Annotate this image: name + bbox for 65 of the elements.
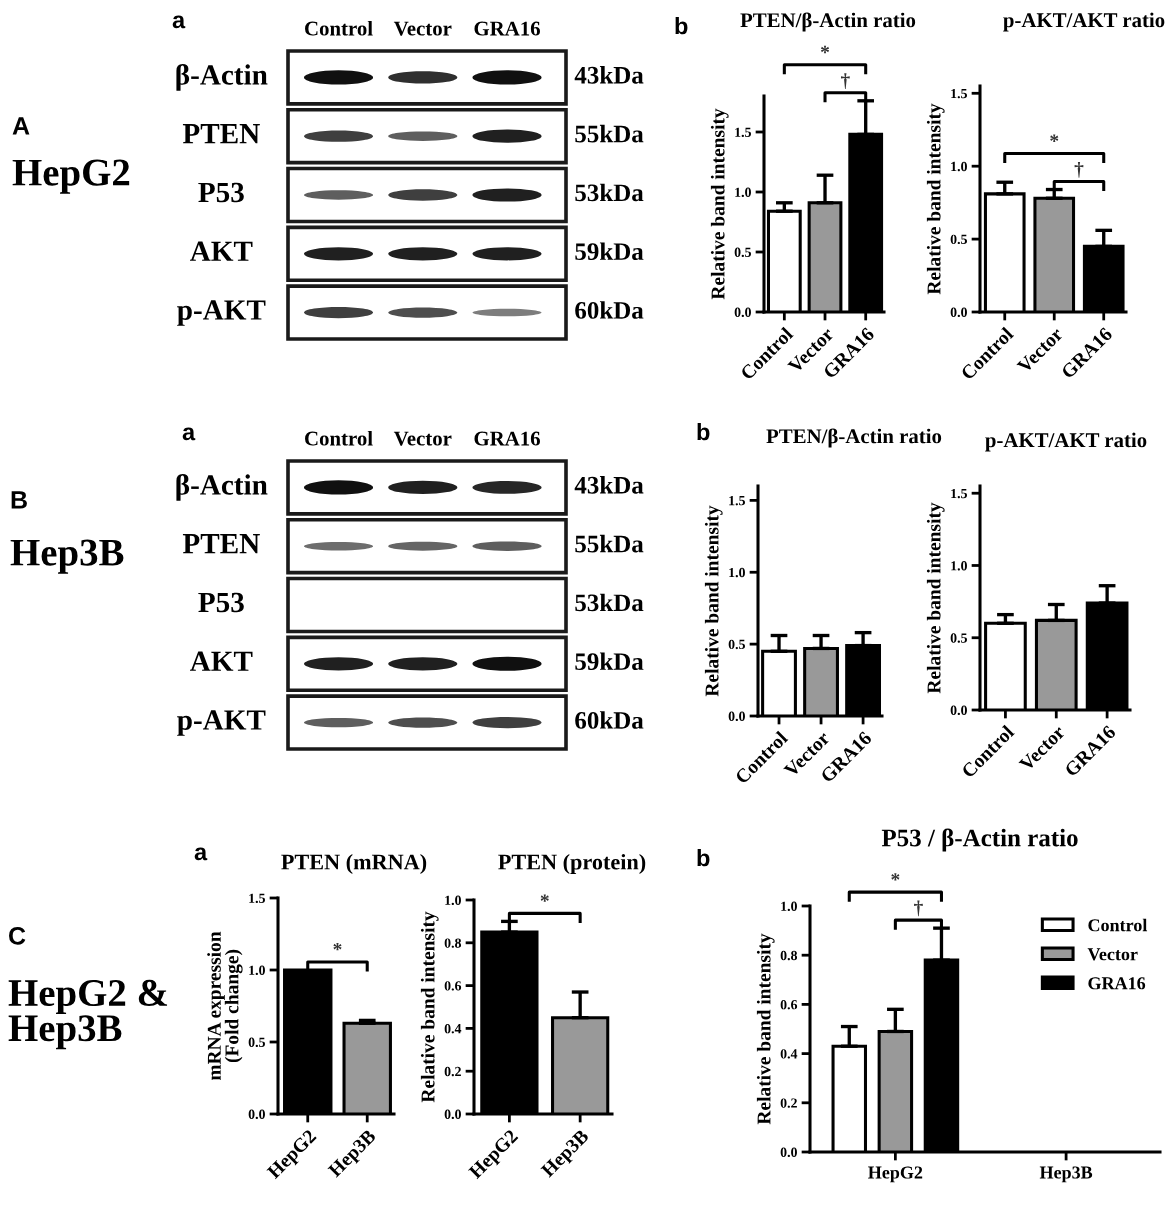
category-label: Vector [393,21,452,36]
y-axis-title: Relative band intensity [756,933,775,1125]
category-label: 60kDa [575,301,644,319]
category-label: Control [305,430,373,446]
chart-title: p-AKT/AKT ratio [1003,12,1165,32]
category-label: β-Actin [176,64,268,91]
category-label: AKT [190,241,253,261]
category-label: Vector [393,431,452,446]
category-label: 59kDa [575,652,644,671]
annotation: † [1074,161,1084,178]
text: b [697,848,710,867]
y-axis-title: Relative band intensity [926,103,945,295]
chart-title: p-AKT/AKT ratio [985,432,1147,452]
category-label: P53 [198,592,244,613]
category-label: P53 [198,182,244,203]
category-label: 53kDa [575,593,644,612]
y-axis-title: Relative band intensity [420,911,439,1103]
chart-title: PTEN/β-Actin ratio [740,12,916,32]
chart-title: P53 / β-Actin ratio [881,828,1078,852]
chart-title: PTEN (protein) [498,853,646,875]
category-label: 55kDa [575,534,644,553]
text: b [697,422,710,441]
category-label: GRA16 [474,431,540,446]
text: B [11,491,27,509]
category-label: 43kDa [574,66,644,84]
category-label: β-Actin [176,474,268,501]
y-axis-title: Relative band intensity [710,108,729,300]
text: C [9,927,26,945]
category-label: p-AKT [177,300,266,326]
chart-title: PTEN (mRNA) [281,853,427,875]
category-label: PTEN [182,124,260,144]
category-label: 53kDa [575,183,644,202]
text: * [820,45,830,54]
text: HepG2 [12,159,130,194]
legend-label: Control [1088,918,1148,932]
y-axis-title: Relative band intensity [926,502,945,694]
category-label: AKT [190,651,253,671]
text: a [172,15,186,29]
legend-label: GRA16 [1088,977,1146,990]
x-tick-label: HepG2 [868,1166,923,1183]
annotation: * [1050,134,1059,142]
annotation: * [333,943,342,951]
category-label: p-AKT [177,710,266,736]
annotation: * [540,894,549,902]
text: A [12,117,30,135]
category-label: Control [305,20,373,36]
category-label: 59kDa [575,242,644,261]
y-axis-title: mRNA expression (Fold change) [207,931,243,1081]
text: a [194,847,208,861]
category-label: 60kDa [575,711,644,729]
annotation: † [914,900,923,917]
text: Hep3B [10,539,124,574]
category-label: 55kDa [575,124,644,143]
text: * [891,873,900,881]
category-label: 43kDa [574,476,644,494]
chart-title: PTEN/β-Actin ratio [766,428,942,448]
x-tick-label: Hep3B [1039,1166,1093,1183]
y-axis-title: Relative band intensity [704,505,723,697]
category-label: PTEN [182,534,260,554]
category-label: GRA16 [474,21,540,36]
text: b [675,17,688,35]
text: HepG2 & Hep3B [8,979,168,1050]
text: † [841,73,850,89]
text: a [182,427,196,441]
legend-label: Vector [1087,948,1138,961]
